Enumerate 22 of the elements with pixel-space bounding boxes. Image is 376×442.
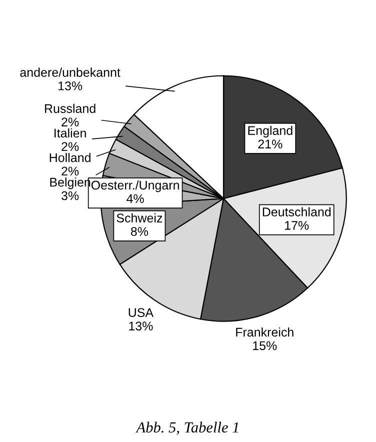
- slice-label: Holland: [50, 152, 90, 162]
- data-label: 4%: [126, 194, 144, 204]
- caption: Abb. 5, Tabelle 1: [135, 422, 238, 435]
- slice-label: andere/unbekannt: [20, 68, 120, 77]
- data-label: 8%: [130, 227, 148, 236]
- data-label: 13%: [58, 81, 82, 90]
- data-label: 15%: [253, 341, 277, 350]
- slice-label: Schweiz: [116, 213, 162, 222]
- data-label: 2%: [62, 166, 79, 176]
- data-label: 21%: [258, 140, 282, 148]
- slice-label: Russland: [45, 104, 96, 113]
- data-label: 2%: [62, 118, 79, 126]
- slice-label: Oesterr./Ungarn: [91, 180, 179, 192]
- data-label: 13%: [129, 322, 153, 330]
- data-label: 17%: [285, 221, 309, 230]
- slice-label: Frankreich: [236, 327, 294, 337]
- slice-label: USA: [128, 308, 154, 318]
- data-label: 3%: [62, 191, 79, 200]
- slice-label: Deutschland: [262, 207, 331, 216]
- data-label: 2%: [62, 142, 79, 151]
- slice-label: England: [248, 126, 292, 138]
- slice-label: Italien: [54, 128, 86, 138]
